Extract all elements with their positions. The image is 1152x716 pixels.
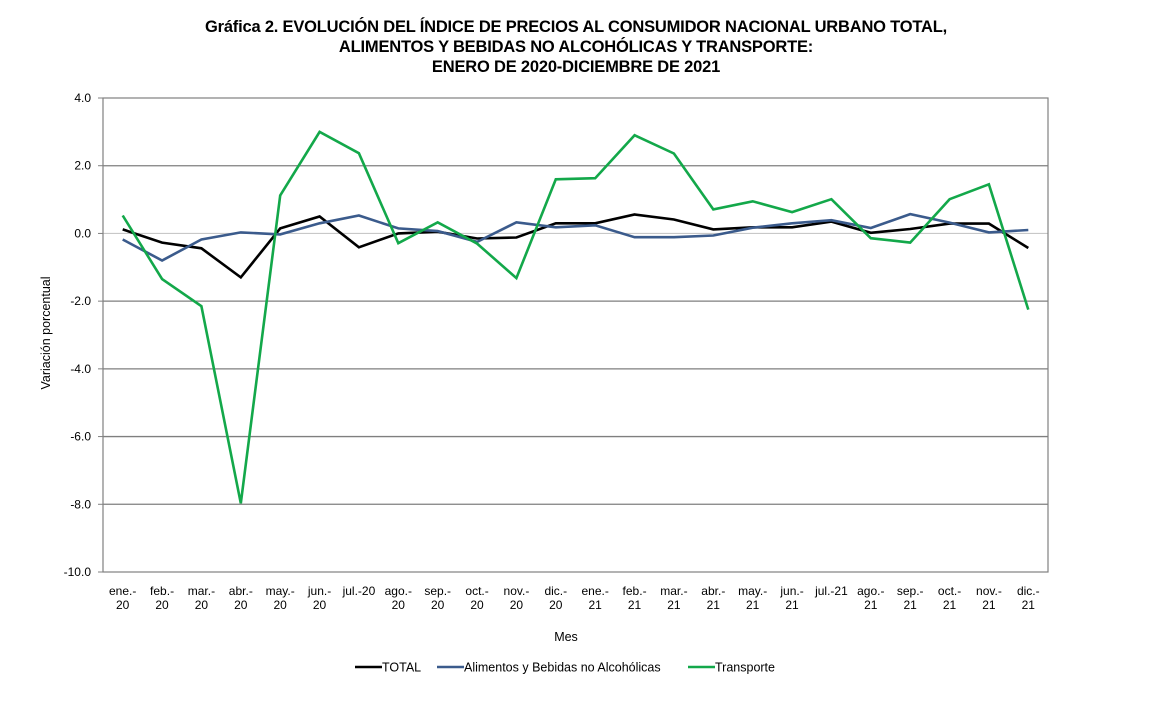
series-lines: [121, 130, 1030, 504]
chart-title: Gráfica 2. EVOLUCIÓN DEL ÍNDICE DE PRECI…: [0, 17, 1152, 77]
x-axis-ticks: ene.-20feb.-20mar.-20abr.-20may.-20jun.-…: [109, 584, 1040, 612]
chart-title-line-1: Gráfica 2. EVOLUCIÓN DEL ÍNDICE DE PRECI…: [204, 18, 948, 36]
x-tick-label: may.-: [266, 584, 295, 598]
legend: TOTAL Alimentos y Bebidas no Alcohólicas T…: [355, 661, 775, 675]
legend-label: TOTAL: [382, 661, 421, 675]
x-tick-label: may.-: [738, 584, 767, 598]
series-line-transporte: [121, 130, 1030, 504]
x-tick-label: feb.-: [150, 584, 174, 598]
x-tick-label-year: 20: [431, 598, 445, 612]
x-tick-label-year: 20: [470, 598, 484, 612]
x-tick-label: jul.-20: [342, 584, 376, 598]
x-tick-label: abr.-: [701, 584, 725, 598]
x-tick-label-year: 21: [904, 598, 918, 612]
y-tick-label: -4.0: [70, 362, 91, 376]
x-tick-label: oct.-: [938, 584, 961, 598]
x-tick-label-year: 21: [864, 598, 878, 612]
x-tick-label-year: 21: [943, 598, 957, 612]
x-tick-label: sep.-: [424, 584, 451, 598]
y-tick-label: -6.0: [70, 430, 91, 444]
y-tick-label: -2.0: [70, 294, 91, 308]
x-tick-label: nov.-: [976, 584, 1002, 598]
x-tick-label: oct.-: [465, 584, 488, 598]
x-tick-label: ene.-: [109, 584, 136, 598]
x-tick-label-year: 20: [510, 598, 524, 612]
x-tick-label: ago.-: [385, 584, 412, 598]
legend-label: Alimentos y Bebidas no Alcohólicas: [464, 661, 661, 675]
x-tick-label-year: 20: [392, 598, 406, 612]
x-tick-label-year: 20: [116, 598, 130, 612]
x-tick-label: dic.-: [1017, 584, 1040, 598]
plot-area-frame: [102, 97, 1049, 573]
y-tick-label: 4.0: [74, 91, 91, 105]
x-tick-label-year: 21: [746, 598, 760, 612]
x-tick-label-year: 20: [155, 598, 169, 612]
x-tick-label: sep.-: [897, 584, 924, 598]
y-tick-label: 2.0: [74, 159, 91, 173]
x-tick-label: feb.-: [623, 584, 647, 598]
x-axis-title: Mes: [554, 630, 578, 644]
chart-title-line-2: ALIMENTOS Y BEBIDAS NO ALCOHÓLICAS Y TRA…: [338, 38, 814, 56]
x-tick-label-year: 21: [982, 598, 996, 612]
x-tick-label-year: 21: [667, 598, 681, 612]
x-tick-label: mar.-: [660, 584, 687, 598]
x-tick-label: jun.-: [307, 584, 331, 598]
x-tick-label-year: 20: [234, 598, 248, 612]
x-tick-label-year: 21: [707, 598, 721, 612]
x-tick-label-year: 21: [785, 598, 799, 612]
x-tick-label-year: 20: [274, 598, 288, 612]
x-tick-label-year: 21: [589, 598, 603, 612]
x-tick-label-year: 20: [313, 598, 327, 612]
x-tick-label: ene.-: [582, 584, 609, 598]
x-tick-label: abr.-: [229, 584, 253, 598]
x-tick-label: mar.-: [188, 584, 215, 598]
x-tick-label-year: 20: [549, 598, 563, 612]
chart-title-line-3: ENERO DE 2020-DICIEMBRE DE 2021: [431, 58, 721, 76]
y-tick-label: -8.0: [70, 497, 91, 511]
y-tick-label: 0.0: [74, 226, 91, 240]
x-tick-label-year: 21: [1022, 598, 1036, 612]
x-tick-label-year: 20: [195, 598, 209, 612]
x-tick-label: jun.-: [779, 584, 803, 598]
y-tick-label: -10.0: [64, 565, 92, 579]
x-tick-label: nov.-: [504, 584, 530, 598]
legend-label: Transporte: [715, 661, 775, 675]
x-tick-label: dic.-: [544, 584, 567, 598]
y-axis-ticks: 4.0 2.0 0.0 -2.0 -4.0 -6.0 -8.0 -10.0: [64, 91, 103, 579]
series-line-alimentos: [122, 212, 1029, 262]
x-tick-label: ago.-: [857, 584, 884, 598]
series-line-total: [122, 213, 1029, 280]
x-tick-label: jul.-21: [814, 584, 848, 598]
x-tick-label-year: 21: [628, 598, 642, 612]
y-axis-title: Variación porcentual: [39, 276, 53, 389]
